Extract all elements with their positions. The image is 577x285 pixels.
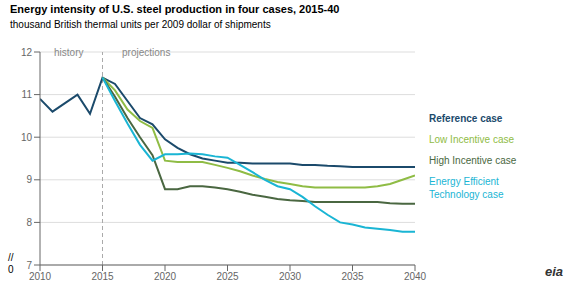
svg-text:2020: 2020 <box>154 271 177 282</box>
html-text:High Incentive case: High Incentive case <box>429 155 517 166</box>
svg-text:2030: 2030 <box>279 271 302 282</box>
html-text:eia: eia <box>544 264 563 279</box>
svg-text:11: 11 <box>22 89 33 100</box>
svg-text:projections: projections <box>122 47 170 58</box>
svg-text:2015: 2015 <box>91 271 114 282</box>
html-text:Energy intensity of U.S. steel: Energy intensity of U.S. steel productio… <box>10 3 340 15</box>
html-text:Low Incentive case: Low Incentive case <box>429 134 515 145</box>
html-text:thousand British thermal units: thousand British thermal units per 2009 … <box>10 19 271 30</box>
html-text:Technology case: Technology case <box>429 189 504 200</box>
svg-text:9: 9 <box>26 174 32 185</box>
svg-text:10: 10 <box>21 132 33 143</box>
svg-text:7: 7 <box>26 260 32 271</box>
html-text:Reference case: Reference case <box>429 113 503 124</box>
svg-text:history: history <box>54 47 83 58</box>
html-text:0: 0 <box>8 264 14 275</box>
svg-text:8: 8 <box>26 217 32 228</box>
html-text:Energy Efficient: Energy Efficient <box>429 176 499 187</box>
svg-text:12: 12 <box>21 47 33 58</box>
svg-text:2010: 2010 <box>29 271 52 282</box>
svg-text:2025: 2025 <box>216 271 239 282</box>
svg-text:2040: 2040 <box>404 271 427 282</box>
svg-text:2035: 2035 <box>341 271 364 282</box>
